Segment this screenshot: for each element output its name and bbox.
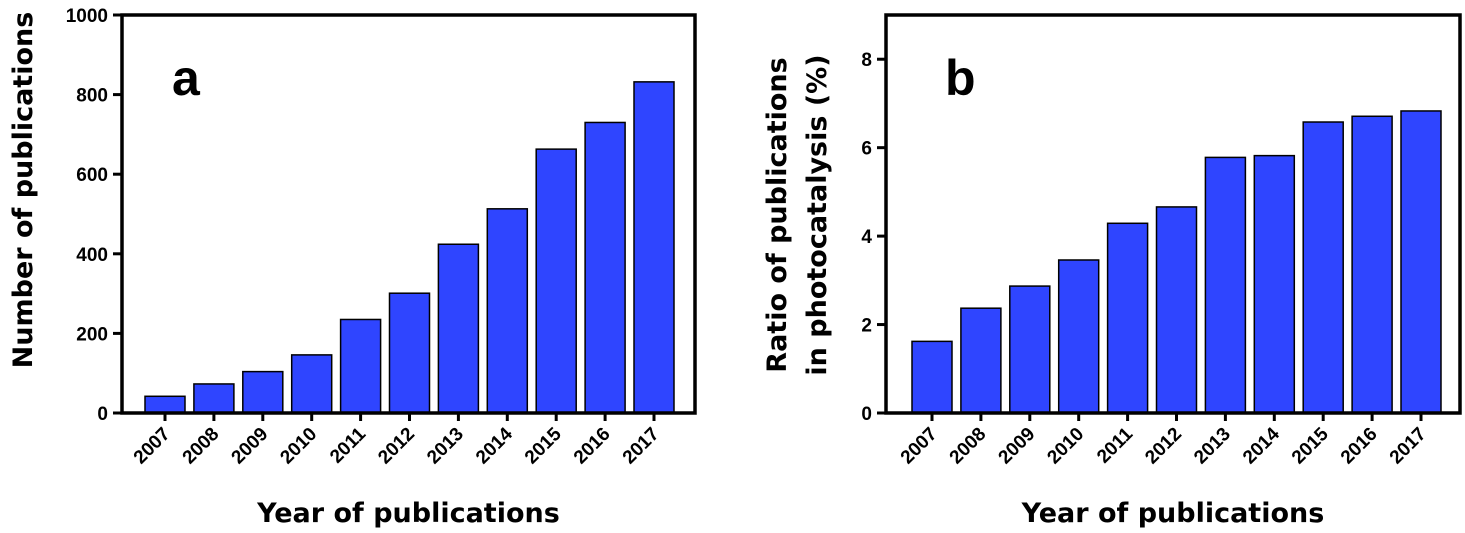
bar-2016 xyxy=(584,121,626,414)
y-tick-label: 8 xyxy=(861,50,872,71)
x-tick-label: 2011 xyxy=(1093,423,1137,467)
bar-2016 xyxy=(1351,115,1393,414)
x-tick-label: 2015 xyxy=(1288,423,1333,468)
bar-2010 xyxy=(290,354,333,414)
bar-2017 xyxy=(1400,110,1442,414)
y-tick-label: 0 xyxy=(861,404,872,425)
x-tick-label: 2017 xyxy=(619,424,664,469)
y-tick-label: 200 xyxy=(76,324,108,345)
x-axis-label: Year of publications xyxy=(1021,498,1325,529)
x-tick-label: 2011 xyxy=(326,423,370,467)
bar-2015 xyxy=(1302,121,1344,414)
bar-2012 xyxy=(1155,206,1198,414)
y-tick-label: 1000 xyxy=(66,6,108,27)
x-tick-label: 2017 xyxy=(1386,424,1431,469)
bar-2013 xyxy=(437,243,480,414)
y-tick-label: 4 xyxy=(861,227,872,248)
x-tick-label: 2013 xyxy=(423,424,468,469)
bar-2008 xyxy=(960,307,1002,414)
x-tick-label: 2008 xyxy=(179,424,224,469)
bar-2008 xyxy=(193,383,235,414)
x-tick-label: 2016 xyxy=(570,424,615,469)
y-axis-label: Number of publications xyxy=(8,12,39,369)
y-tick-label: 6 xyxy=(861,139,872,160)
x-tick-label: 2010 xyxy=(1043,424,1088,469)
panel-letter: a xyxy=(172,50,201,106)
bar-2011 xyxy=(339,318,382,414)
y-tick-label: 0 xyxy=(97,404,108,425)
bar-2014 xyxy=(486,208,529,414)
x-tick-label: 2016 xyxy=(1337,424,1382,469)
bar-2007 xyxy=(144,395,186,414)
bar-2010 xyxy=(1057,259,1100,414)
x-tick-label: 2009 xyxy=(228,424,273,469)
bar-2007 xyxy=(911,340,953,414)
x-tick-label: 2009 xyxy=(995,424,1040,469)
x-tick-label: 2012 xyxy=(374,424,419,469)
y-tick-label: 600 xyxy=(76,165,108,186)
x-tick-label: 2007 xyxy=(130,424,175,469)
x-tick-label: 2014 xyxy=(1239,423,1284,468)
y-tick-label: 2 xyxy=(861,316,872,337)
x-tick-label: 2010 xyxy=(276,424,321,469)
bar-2017 xyxy=(633,81,675,414)
x-tick-label: 2013 xyxy=(1190,424,1235,469)
x-tick-label: 2007 xyxy=(897,424,942,469)
x-tick-label: 2014 xyxy=(472,423,517,468)
y-tick-label: 400 xyxy=(76,245,108,266)
x-tick-label: 2008 xyxy=(946,424,991,469)
bar-2012 xyxy=(388,292,431,414)
bar-2013 xyxy=(1204,156,1247,414)
x-axis-label: Year of publications xyxy=(256,498,560,529)
panel-letter: b xyxy=(945,50,976,106)
bar-2014 xyxy=(1253,154,1296,414)
y-tick-label: 800 xyxy=(76,86,108,107)
bar-2009 xyxy=(1009,285,1051,414)
plot-frame xyxy=(884,13,1462,415)
y-axis-label: Ratio of publications xyxy=(762,57,793,372)
x-tick-label: 2012 xyxy=(1141,424,1186,469)
bar-2015 xyxy=(535,148,577,414)
bar-2011 xyxy=(1106,222,1149,414)
bar-2009 xyxy=(242,370,284,414)
x-tick-label: 2015 xyxy=(521,423,566,468)
y-axis-label: in photocatalysis (%) xyxy=(802,54,833,375)
